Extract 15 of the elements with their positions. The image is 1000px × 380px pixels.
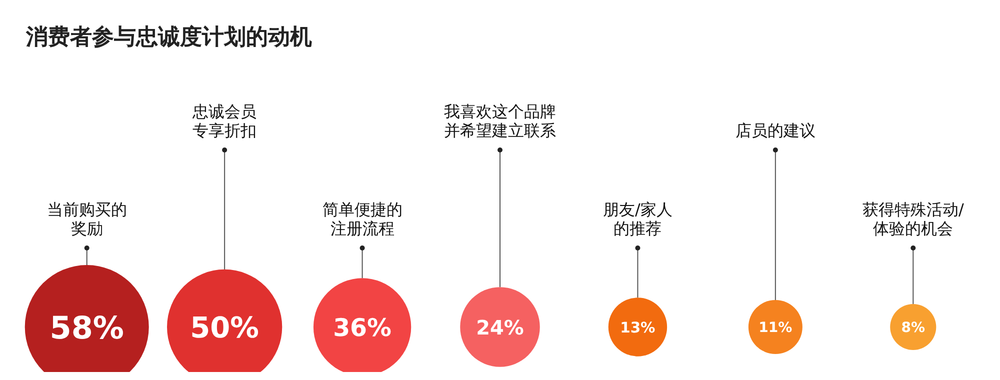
category-label: 简单便捷的注册流程 bbox=[322, 200, 402, 238]
data-label: 58% bbox=[50, 310, 124, 347]
category-label: 获得特殊活动/体验的机会 bbox=[862, 200, 964, 238]
text: 消费者参与忠诚度计划的动机 bbox=[26, 24, 312, 52]
data-label: 36% bbox=[333, 313, 392, 342]
data-label: 11% bbox=[758, 320, 792, 336]
category-label: 店员的建议 bbox=[735, 121, 816, 140]
category-label: 朋友/家人的推荐 bbox=[603, 200, 672, 238]
category-label: 我喜欢这个品牌并希望建立联系 bbox=[444, 102, 556, 140]
data-label: 8% bbox=[901, 320, 926, 336]
data-label: 50% bbox=[190, 310, 259, 345]
category-label: 忠诚会员专享折扣 bbox=[192, 102, 257, 140]
category-label: 当前购买的奖励 bbox=[46, 200, 127, 238]
data-label: 24% bbox=[476, 315, 524, 340]
data-label: 13% bbox=[620, 319, 656, 336]
